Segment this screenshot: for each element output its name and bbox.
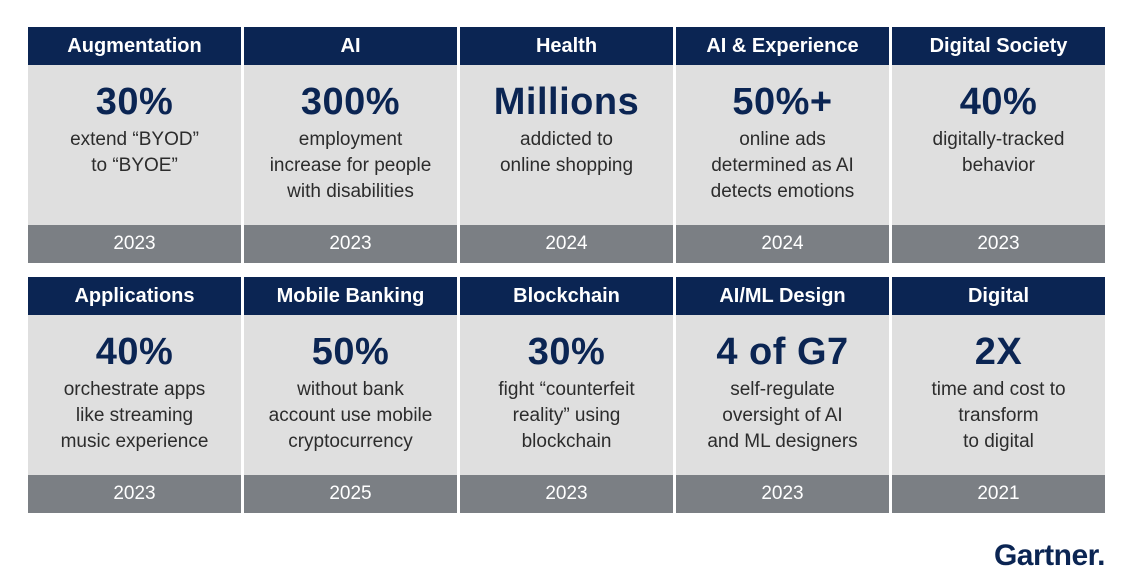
card-title: Health — [460, 27, 673, 65]
prediction-card-health: Health Millions addicted to online shopp… — [460, 27, 673, 263]
card-title: Digital Society — [892, 27, 1105, 65]
card-body: 30% fight “counterfeit reality” using bl… — [460, 315, 673, 475]
card-body: 50%+ online ads determined as AI detects… — [676, 65, 889, 225]
card-title: Mobile Banking — [244, 277, 457, 315]
card-title: Applications — [28, 277, 241, 315]
card-body: 40% orchestrate apps like streaming musi… — [28, 315, 241, 475]
predictions-row: Applications 40% orchestrate apps like s… — [28, 277, 1106, 513]
card-stat: Millions — [493, 81, 640, 123]
card-body: 50% without bank account use mobile cryp… — [244, 315, 457, 475]
card-description: self-regulate oversight of AI and ML des… — [707, 379, 858, 452]
card-description: digitally-tracked behavior — [932, 129, 1065, 176]
card-year: 2023 — [460, 475, 673, 513]
card-title: AI & Experience — [676, 27, 889, 65]
gartner-logo: Gartner. — [993, 539, 1106, 572]
card-year: 2023 — [892, 225, 1105, 263]
card-description: addicted to online shopping — [499, 129, 634, 176]
prediction-card-ai: AI 300% employment increase for people w… — [244, 27, 457, 263]
card-stat: 2X — [974, 331, 1023, 373]
card-description: time and cost to transform to digital — [931, 379, 1066, 452]
prediction-card-digital-society: Digital Society 40% digitally-tracked be… — [892, 27, 1105, 263]
card-body: 2X time and cost to transform to digital — [892, 315, 1105, 475]
card-stat: 30% — [527, 331, 606, 373]
prediction-card-blockchain: Blockchain 30% fight “counterfeit realit… — [460, 277, 673, 513]
predictions-row: Augmentation 30% extend “BYOD” to “BYOE”… — [28, 27, 1106, 263]
card-year: 2024 — [460, 225, 673, 263]
card-title: AI — [244, 27, 457, 65]
card-description: employment increase for people with disa… — [269, 129, 432, 202]
card-stat: 40% — [959, 81, 1038, 123]
card-stat: 4 of G7 — [716, 331, 849, 373]
card-year: 2023 — [676, 475, 889, 513]
card-title: AI/ML Design — [676, 277, 889, 315]
card-year: 2025 — [244, 475, 457, 513]
card-year: 2024 — [676, 225, 889, 263]
prediction-card-augmentation: Augmentation 30% extend “BYOD” to “BYOE”… — [28, 27, 241, 263]
prediction-card-mobile-banking: Mobile Banking 50% without bank account … — [244, 277, 457, 513]
card-title: Augmentation — [28, 27, 241, 65]
card-title: Digital — [892, 277, 1105, 315]
card-body: 40% digitally-tracked behavior — [892, 65, 1105, 225]
card-stat: 30% — [95, 81, 174, 123]
prediction-card-applications: Applications 40% orchestrate apps like s… — [28, 277, 241, 513]
predictions-grid: Augmentation 30% extend “BYOD” to “BYOE”… — [28, 27, 1106, 513]
card-body: 4 of G7 self-regulate oversight of AI an… — [676, 315, 889, 475]
card-stat: 50% — [311, 331, 390, 373]
card-year: 2021 — [892, 475, 1105, 513]
card-title: Blockchain — [460, 277, 673, 315]
card-description: without bank account use mobile cryptocu… — [268, 379, 433, 452]
card-body: 300% employment increase for people with… — [244, 65, 457, 225]
card-description: extend “BYOD” to “BYOE” — [70, 129, 199, 176]
card-body: Millions addicted to online shopping — [460, 65, 673, 225]
card-year: 2023 — [28, 225, 241, 263]
prediction-card-ai-ml-design: AI/ML Design 4 of G7 self-regulate overs… — [676, 277, 889, 513]
card-body: 30% extend “BYOD” to “BYOE” — [28, 65, 241, 225]
card-stat: 40% — [95, 331, 174, 373]
card-year: 2023 — [244, 225, 457, 263]
card-description: orchestrate apps like streaming music ex… — [60, 379, 209, 452]
card-stat: 300% — [300, 81, 401, 123]
card-stat: 50%+ — [732, 81, 833, 123]
prediction-card-digital: Digital 2X time and cost to transform to… — [892, 277, 1105, 513]
card-description: fight “counterfeit reality” using blockc… — [498, 379, 635, 452]
card-year: 2023 — [28, 475, 241, 513]
card-description: online ads determined as AI detects emot… — [710, 129, 855, 202]
prediction-card-ai-experience: AI & Experience 50%+ online ads determin… — [676, 27, 889, 263]
